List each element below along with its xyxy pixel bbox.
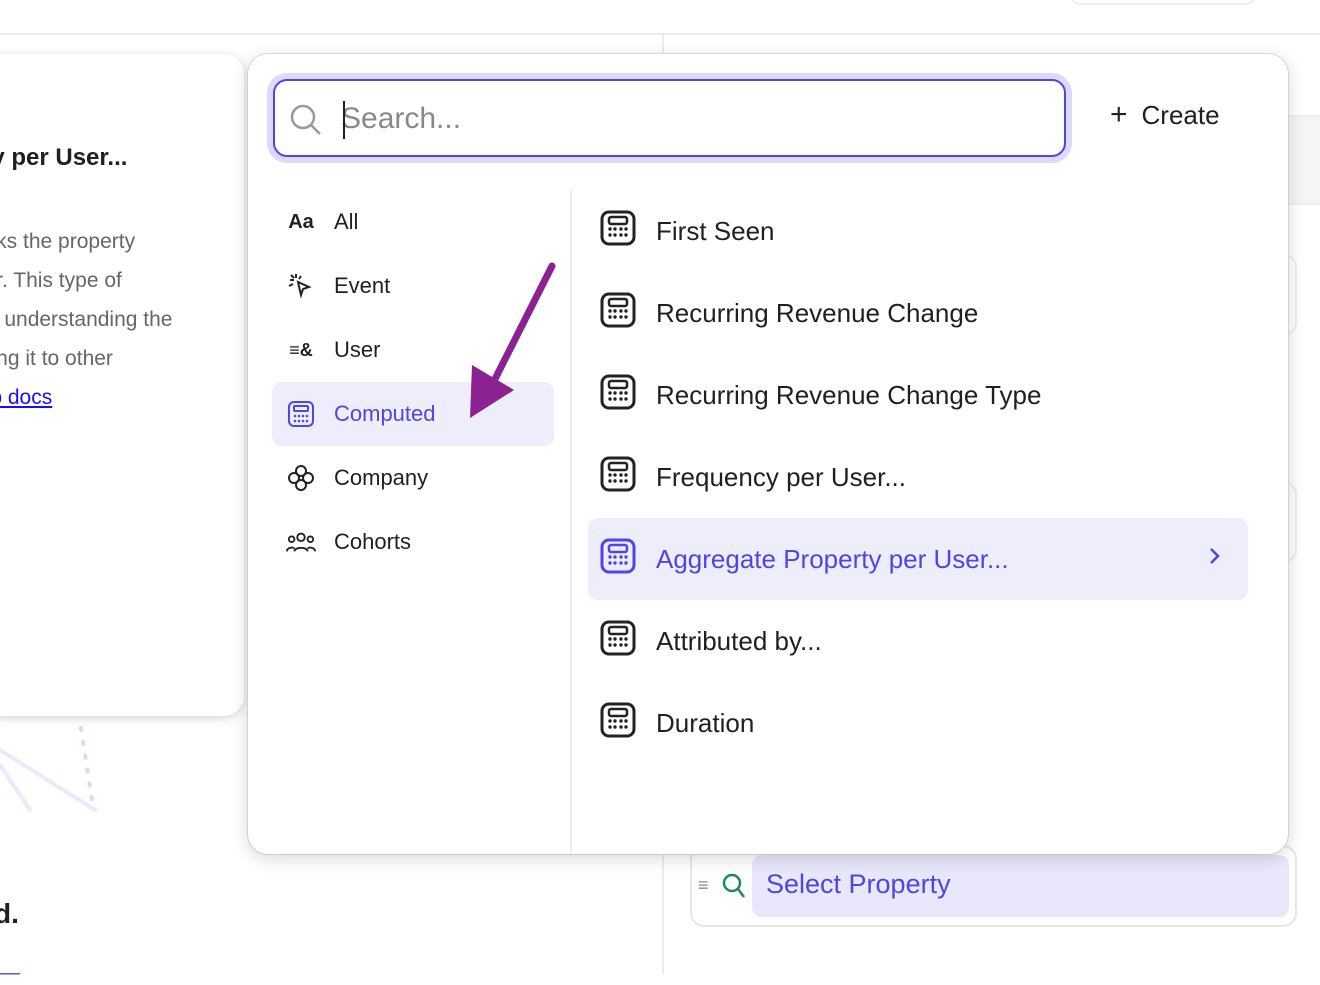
chevron-right-icon[interactable] bbox=[1208, 544, 1222, 568]
category-computed[interactable]: Computed bbox=[272, 382, 554, 446]
cursor-click-icon bbox=[286, 272, 316, 300]
users-group-icon bbox=[286, 530, 316, 554]
create-button[interactable]: + Create bbox=[1110, 98, 1220, 131]
property-item[interactable]: Aggregate Property per User... bbox=[588, 518, 1248, 600]
column-divider bbox=[570, 190, 572, 854]
property-item-label: Aggregate Property per User... bbox=[656, 543, 1009, 574]
category-event[interactable]: Event bbox=[272, 254, 554, 318]
property-item[interactable]: Duration bbox=[588, 682, 1248, 764]
property-item[interactable]: First Seen bbox=[588, 190, 1248, 272]
background-panel bbox=[1288, 115, 1320, 205]
calculator-icon bbox=[600, 374, 636, 417]
property-item-label: Recurring Revenue Change Type bbox=[656, 379, 1042, 410]
property-item-label: Recurring Revenue Change bbox=[656, 297, 979, 328]
property-item[interactable]: Recurring Revenue Change Type bbox=[588, 354, 1248, 436]
user-icon: ≡& bbox=[289, 339, 313, 360]
background-heading: d. bbox=[0, 898, 19, 929]
text-aa-icon: Aa bbox=[288, 210, 314, 233]
plus-icon: + bbox=[1110, 98, 1128, 131]
select-property-button[interactable]: Select Property bbox=[752, 855, 1289, 917]
calculator-icon bbox=[600, 620, 636, 663]
search-icon bbox=[722, 873, 745, 898]
search-input[interactable] bbox=[341, 97, 1041, 141]
company-icon bbox=[286, 464, 316, 492]
drag-handle-icon[interactable]: ≡ bbox=[698, 875, 709, 895]
property-item-label: First Seen bbox=[656, 215, 775, 246]
property-description: acks the propertyser. This type offor un… bbox=[0, 222, 234, 417]
property-item-label: Frequency per User... bbox=[656, 461, 906, 492]
category-cohorts[interactable]: Cohorts bbox=[272, 510, 554, 574]
calculator-icon bbox=[600, 210, 636, 253]
category-company[interactable]: Company bbox=[272, 446, 554, 510]
property-item[interactable]: Frequency per User... bbox=[588, 436, 1248, 518]
calculator-icon bbox=[600, 456, 636, 499]
property-item-label: Duration bbox=[656, 707, 755, 738]
text-cursor bbox=[343, 101, 345, 139]
category-user[interactable]: ≡& User bbox=[272, 318, 554, 382]
select-property-field[interactable]: ≡ Select Property bbox=[690, 845, 1297, 927]
search-box[interactable] bbox=[273, 79, 1066, 157]
category-all[interactable]: Aa All bbox=[272, 190, 554, 254]
property-description-card: rty per User... acks the propertyser. Th… bbox=[0, 54, 244, 716]
top-bar bbox=[0, 0, 1320, 35]
property-title: rty per User... bbox=[0, 144, 128, 171]
decorative-lines bbox=[0, 726, 97, 812]
help-docs-link[interactable]: elp docs bbox=[0, 386, 53, 409]
search-icon bbox=[290, 104, 321, 135]
property-item[interactable]: Recurring Revenue Change bbox=[588, 272, 1248, 354]
top-right-control[interactable] bbox=[1070, 0, 1256, 5]
calculator-icon bbox=[600, 538, 636, 581]
calculator-icon bbox=[286, 400, 316, 428]
calculator-icon bbox=[600, 292, 636, 335]
calculator-icon bbox=[600, 702, 636, 745]
property-item[interactable]: Attributed by... bbox=[588, 600, 1248, 682]
property-item-label: Attributed by... bbox=[656, 625, 822, 656]
